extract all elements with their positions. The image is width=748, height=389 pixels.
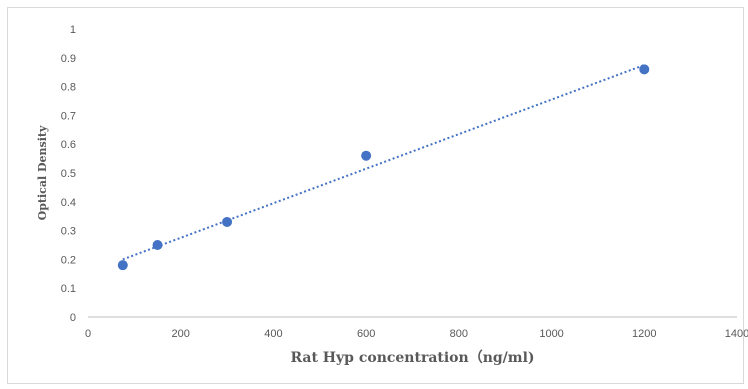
x-tick-label: 400 <box>264 328 282 340</box>
x-tick-label: 800 <box>450 328 468 340</box>
x-tick-label: 600 <box>357 328 375 340</box>
y-tick-labels: 0 0.1 0.2 0.3 0.4 0.5 0.6 0.7 0.8 0.9 1 <box>61 24 76 324</box>
x-tick-labels: 0 200 400 600 800 1000 1200 1400 <box>85 328 748 340</box>
chart-area <box>7 7 744 384</box>
data-point <box>639 64 650 75</box>
data-point <box>152 240 163 250</box>
data-points <box>117 64 650 271</box>
y-tick-label: 0.1 <box>61 283 76 295</box>
x-tick-label: 1200 <box>632 328 656 340</box>
data-point <box>361 150 372 161</box>
x-axis-title: Rat Hyp concentration（ng/ml) <box>290 350 534 366</box>
y-tick-label: 0 <box>70 312 76 324</box>
y-tick-label: 0.4 <box>61 197 76 209</box>
x-tick-label: 0 <box>85 328 91 340</box>
trendline-group <box>122 64 645 261</box>
y-tick-label: 0.6 <box>61 139 76 151</box>
y-tick-label: 0.9 <box>61 53 76 65</box>
data-point <box>117 260 128 271</box>
y-tick-label: 1 <box>70 24 76 36</box>
x-tick-label: 200 <box>172 328 190 340</box>
x-tick-label: 1000 <box>539 328 563 340</box>
y-axis-title: Optical Density <box>36 125 49 220</box>
y-tick-label: 0.5 <box>61 168 76 180</box>
y-tick-label: 0.3 <box>61 226 76 238</box>
x-tick-label: 1400 <box>725 328 748 340</box>
trendline <box>122 64 645 261</box>
y-tick-label: 0.8 <box>61 82 76 94</box>
y-tick-label: 0.2 <box>61 254 76 266</box>
data-point <box>222 216 233 227</box>
y-tick-label: 0.7 <box>61 110 76 122</box>
